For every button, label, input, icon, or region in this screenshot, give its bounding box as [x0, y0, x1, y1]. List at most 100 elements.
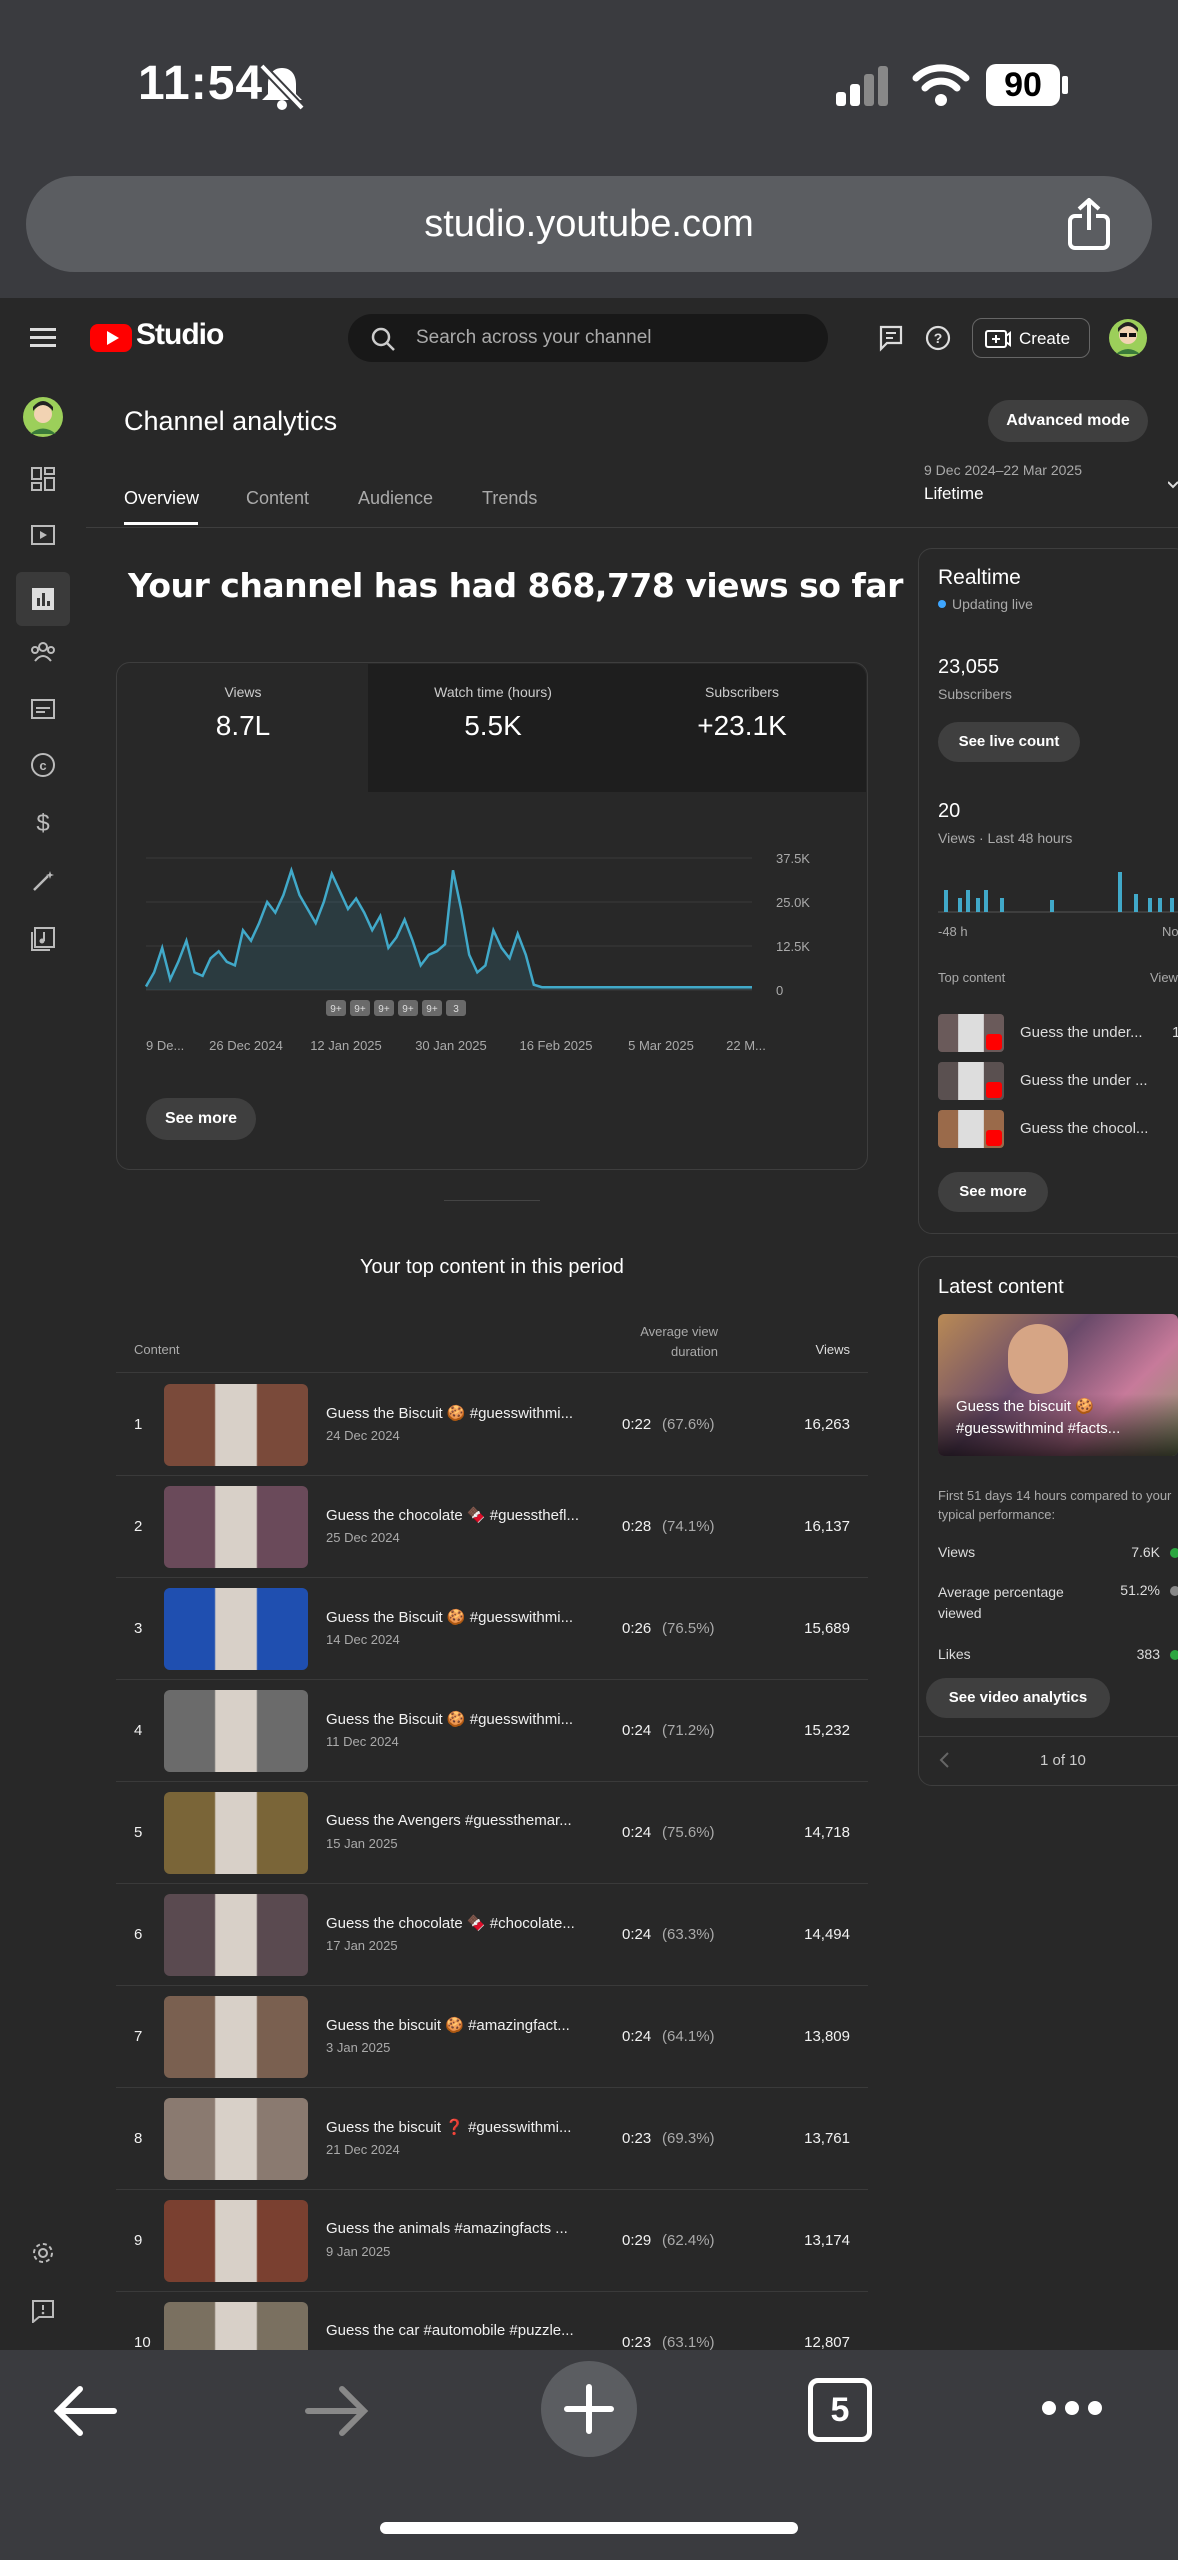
video-title[interactable]: Guess the car #automobile #puzzle... [326, 2322, 574, 2339]
feedback-icon[interactable] [878, 324, 904, 352]
customization-icon[interactable] [22, 860, 64, 902]
table-row[interactable]: 6 Guess the chocolate 🍫 #chocolate... 17 J… [116, 1884, 868, 1986]
url-bar[interactable]: studio.youtube.com [26, 176, 1152, 272]
channel-avatar[interactable] [22, 396, 64, 438]
new-tab-button[interactable] [541, 2361, 637, 2457]
see-live-count-button[interactable]: See live count [938, 722, 1080, 762]
metric-subscribers[interactable]: Subscribers +23.1K [618, 664, 866, 792]
video-marker[interactable] [350, 1000, 370, 1016]
table-row[interactable]: 9 Guess the animals #amazingfacts ... 9 Ja… [116, 2190, 868, 2292]
realtime-item-thumbnail[interactable] [938, 1062, 1004, 1100]
date-range[interactable]: 9 Dec 2024–22 Mar 2025 [924, 462, 1082, 478]
tab-count-button[interactable]: 5 [808, 2378, 872, 2442]
video-thumbnail[interactable] [164, 1690, 308, 1772]
realtime-item-thumbnail[interactable] [938, 1014, 1004, 1052]
video-thumbnail[interactable] [164, 1588, 308, 1670]
video-thumbnail[interactable] [164, 1996, 308, 2078]
subtitles-icon[interactable] [22, 688, 64, 730]
video-thumbnail[interactable] [164, 2098, 308, 2180]
series-line[interactable] [144, 866, 752, 989]
video-thumbnail[interactable] [164, 1486, 308, 1568]
realtime-item-title[interactable]: Guess the under... [1020, 1024, 1143, 1041]
video-marker[interactable] [422, 1000, 442, 1016]
see-more-chart-button[interactable]: See more [146, 1098, 256, 1140]
col-views[interactable]: Views [815, 1342, 850, 1357]
earn-icon[interactable]: $ [22, 802, 64, 844]
table-row[interactable]: 3 Guess the Biscuit 🍪 #guesswithmi... 14 D… [116, 1578, 868, 1680]
chevron-left-icon[interactable] [938, 1750, 952, 1770]
settings-icon[interactable] [22, 2232, 64, 2274]
table-row[interactable]: 1 Guess the Biscuit 🍪 #guesswithmi... 24 D… [116, 1374, 868, 1476]
analytics-icon[interactable] [16, 572, 70, 626]
table-row[interactable]: 7 Guess the biscuit 🍪 #amazingfact... 3 Ja… [116, 1986, 868, 2088]
realtime-bar[interactable] [1148, 898, 1152, 912]
see-more-realtime-button[interactable]: See more [938, 1172, 1048, 1212]
help-icon[interactable]: ? [924, 324, 952, 352]
video-title[interactable]: Guess the biscuit 🍪 #amazingfact... [326, 2017, 570, 2034]
studio-logo-text[interactable]: Studio [136, 318, 224, 351]
realtime-bar[interactable] [958, 898, 962, 912]
video-title[interactable]: Guess the Biscuit 🍪 #guesswithmi... [326, 1711, 574, 1728]
realtime-bar[interactable] [976, 898, 980, 912]
realtime-bar[interactable] [1134, 894, 1138, 912]
community-icon[interactable] [22, 630, 64, 672]
share-icon[interactable] [1064, 198, 1114, 250]
realtime-bar[interactable] [1118, 872, 1122, 912]
youtube-logo-icon[interactable] [90, 322, 134, 354]
more-options-icon[interactable] [1040, 2398, 1104, 2418]
metric-views[interactable]: Views 8.7L [118, 664, 368, 792]
tab-overview[interactable]: Overview [124, 488, 200, 508]
video-thumbnail[interactable] [164, 1792, 308, 1874]
tab-audience[interactable]: Audience [358, 488, 434, 508]
video-marker[interactable] [446, 1000, 466, 1016]
see-video-analytics-button[interactable]: See video analytics [926, 1678, 1110, 1718]
send-feedback-icon[interactable] [22, 2290, 64, 2332]
realtime-bar[interactable] [984, 890, 988, 912]
forward-arrow-icon[interactable] [304, 2384, 370, 2438]
tab-content[interactable]: Content [246, 488, 310, 508]
table-row[interactable]: 2 Guess the chocolate 🍫 #guessthefl... 25 … [116, 1476, 868, 1578]
period-select[interactable]: Lifetime [924, 484, 984, 503]
table-row[interactable]: 5 Guess the Avengers #guessthemar... 15 Ja… [116, 1782, 868, 1884]
dashboard-icon[interactable] [22, 458, 64, 500]
metric-watch-time[interactable]: Watch time (hours) 5.5K [368, 664, 618, 792]
views-line-chart[interactable]: 37.5K 25.0K 12.5K 0 9+ 9+ 9+ 9+ 9+ 3 9 De... 26 Dec… [116, 792, 868, 1072]
avatar[interactable] [1108, 318, 1148, 358]
realtime-bar[interactable] [1158, 898, 1162, 912]
audio-library-icon[interactable] [22, 918, 64, 960]
video-marker[interactable] [374, 1000, 394, 1016]
menu-icon[interactable] [30, 326, 60, 350]
video-thumbnail[interactable] [164, 2200, 308, 2282]
url-text[interactable]: studio.youtube.com [424, 203, 754, 245]
table-row[interactable]: 4 Guess the Biscuit 🍪 #guesswithmi... 11 D… [116, 1680, 868, 1782]
realtime-item-title[interactable]: Guess the chocol... [1020, 1120, 1149, 1137]
video-marker[interactable] [326, 1000, 346, 1016]
video-thumbnail[interactable] [164, 1384, 308, 1466]
col-avg-duration[interactable]: Average view duration [640, 1324, 718, 1359]
video-title[interactable]: Guess the Avengers #guessthemar... [326, 1812, 572, 1829]
table-row[interactable]: 8 Guess the biscuit ❓ #guesswithmi... 21 D… [116, 2088, 868, 2190]
chevron-down-icon[interactable] [1168, 478, 1178, 492]
video-title[interactable]: Guess the animals #amazingfacts ... [326, 2220, 568, 2237]
realtime-item-title[interactable]: Guess the under ... [1020, 1072, 1148, 1089]
realtime-bar-chart[interactable] [938, 860, 1178, 916]
realtime-bar[interactable] [1170, 898, 1174, 912]
content-icon[interactable] [22, 514, 64, 556]
realtime-item-thumbnail[interactable] [938, 1110, 1004, 1148]
search-input[interactable]: Search across your channel [348, 314, 828, 362]
realtime-bar[interactable] [1050, 900, 1054, 912]
video-marker[interactable] [398, 1000, 418, 1016]
realtime-bar[interactable] [944, 890, 948, 912]
copyright-icon[interactable]: c [22, 744, 64, 786]
advanced-mode-button[interactable]: Advanced mode [988, 400, 1148, 442]
video-thumbnail[interactable] [164, 1894, 308, 1976]
create-button[interactable]: Create [972, 318, 1090, 358]
video-title[interactable]: Guess the Biscuit 🍪 #guesswithmi... [326, 1609, 574, 1626]
video-title[interactable]: Guess the chocolate 🍫 #chocolate... [326, 1915, 575, 1932]
latest-video-thumbnail[interactable]: Guess the biscuit 🍪 #guesswithmind #fact… [938, 1314, 1178, 1456]
realtime-bar[interactable] [1000, 898, 1004, 912]
video-title[interactable]: Guess the biscuit ❓ #guesswithmi... [326, 2119, 572, 2136]
video-title[interactable]: Guess the Biscuit 🍪 #guesswithmi... [326, 1405, 574, 1422]
video-title[interactable]: Guess the chocolate 🍫 #guessthefl... [326, 1507, 579, 1524]
tab-trends[interactable]: Trends [482, 488, 538, 508]
